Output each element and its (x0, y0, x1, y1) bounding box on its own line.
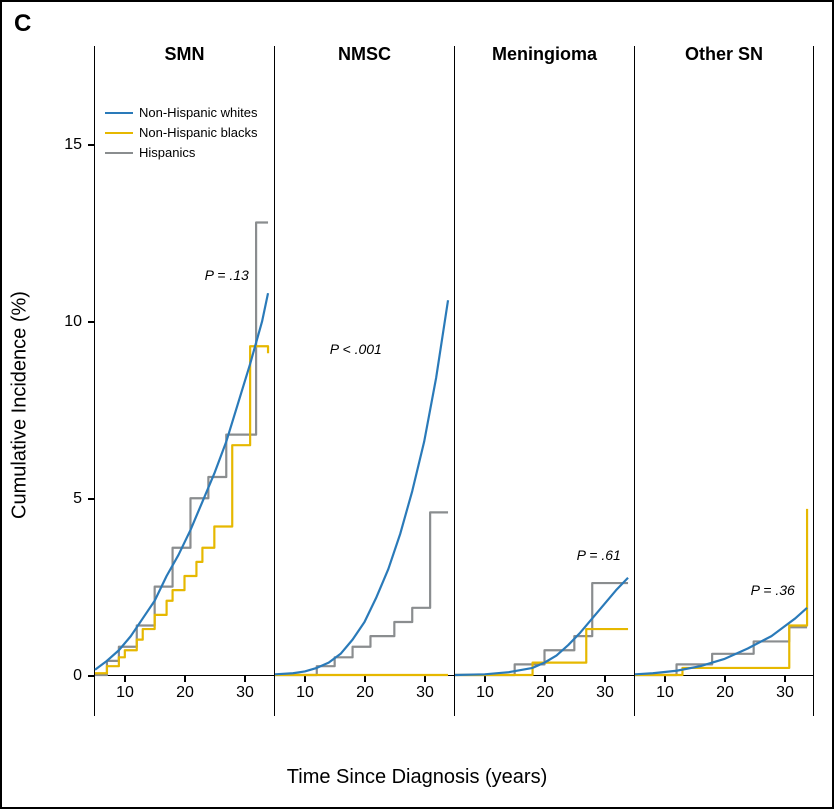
p-value-label: P < .001 (330, 341, 382, 357)
series-line-blue (95, 293, 268, 670)
x-tick-label: 20 (176, 684, 194, 702)
subplot-nmsc: NMSC102030P < .001 (274, 46, 454, 716)
x-tick-label: 10 (656, 684, 674, 702)
x-tick-mark (604, 676, 606, 682)
subplot-other-sn: Other SN102030P = .36 (634, 46, 814, 716)
legend-swatch (105, 132, 133, 134)
x-tick-mark (784, 676, 786, 682)
series-svg (275, 74, 454, 675)
x-tick-label: 10 (476, 684, 494, 702)
x-tick-label: 20 (536, 684, 554, 702)
y-tick-label: 15 (64, 136, 82, 154)
p-value-label: P = .36 (751, 582, 795, 598)
subplot-title: Other SN (635, 44, 813, 65)
x-tick-mark (484, 676, 486, 682)
legend: Non-Hispanic whitesNon-Hispanic blacksHi… (105, 104, 258, 164)
figure-panel: C Cumulative Incidence (%) Time Since Di… (0, 0, 834, 809)
series-svg (95, 74, 274, 675)
x-tick-label: 30 (236, 684, 254, 702)
series-line-blue (455, 578, 628, 675)
subplot-meningioma: Meningioma102030P = .61 (454, 46, 634, 716)
legend-label: Hispanics (139, 144, 195, 163)
y-tick-label: 10 (64, 313, 82, 331)
chart-area: 102030P = .36 (635, 74, 813, 676)
y-tick-label: 5 (73, 490, 82, 508)
legend-item: Non-Hispanic whites (105, 104, 258, 123)
legend-label: Non-Hispanic blacks (139, 124, 258, 143)
x-tick-label: 30 (596, 684, 614, 702)
x-tick-mark (664, 676, 666, 682)
series-line-yellow (95, 346, 268, 673)
legend-label: Non-Hispanic whites (139, 104, 258, 123)
x-tick-mark (364, 676, 366, 682)
x-tick-mark (124, 676, 126, 682)
subplot-title: NMSC (275, 44, 454, 65)
chart-area: 102030P = .61 (455, 74, 634, 676)
legend-swatch (105, 152, 133, 154)
y-axis-label: Cumulative Incidence (%) (9, 291, 32, 519)
x-tick-mark (304, 676, 306, 682)
x-tick-mark (184, 676, 186, 682)
series-svg (455, 74, 634, 675)
x-axis-label: Time Since Diagnosis (years) (287, 766, 547, 789)
x-tick-label: 30 (776, 684, 794, 702)
series-line-gray (95, 222, 268, 675)
x-tick-label: 20 (716, 684, 734, 702)
p-value-label: P = .13 (205, 267, 249, 283)
legend-item: Non-Hispanic blacks (105, 124, 258, 143)
legend-item: Hispanics (105, 144, 258, 163)
series-line-yellow (455, 629, 628, 675)
x-tick-mark (424, 676, 426, 682)
x-tick-mark (244, 676, 246, 682)
y-tick-label: 0 (73, 667, 82, 685)
legend-swatch (105, 112, 133, 114)
series-line-gray (275, 512, 448, 675)
subplot-smn: SMN 10 20 30 P = .13 Non-Hispanic whitesNon-H… (94, 46, 274, 716)
x-tick-label: 10 (116, 684, 134, 702)
x-tick-label: 30 (416, 684, 434, 702)
chart-area: 102030P < .001 (275, 74, 454, 676)
x-tick-label: 10 (296, 684, 314, 702)
x-tick-mark (544, 676, 546, 682)
panel-letter: C (14, 10, 31, 38)
x-tick-mark (724, 676, 726, 682)
p-value-label: P = .61 (577, 547, 621, 563)
subplot-title: SMN (95, 44, 274, 65)
chart-area: 102030P = .13Non-Hispanic whitesNon-Hisp… (95, 74, 274, 676)
x-tick-label: 20 (356, 684, 374, 702)
subplot-title: Meningioma (455, 44, 634, 65)
plot-region: 051015SMN102030P = .13Non-Hispanic white… (94, 46, 814, 716)
